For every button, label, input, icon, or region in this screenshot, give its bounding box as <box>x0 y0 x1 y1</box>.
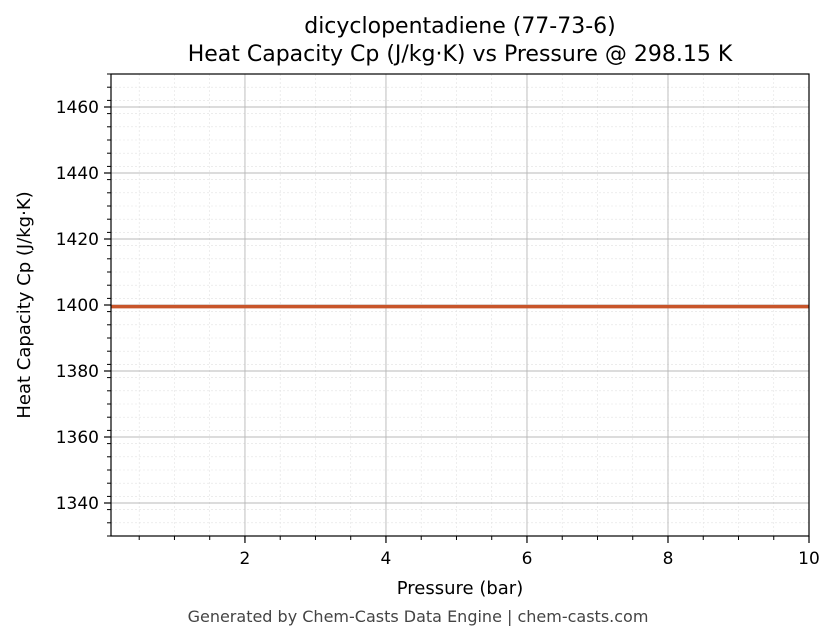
x-tick-label: 10 <box>798 549 820 569</box>
y-tick-label: 1400 <box>56 296 99 316</box>
y-tick-label: 1420 <box>56 230 99 250</box>
x-tick-label: 2 <box>240 549 251 569</box>
y-tick-label: 1360 <box>56 428 99 448</box>
y-tick-label: 1440 <box>56 164 99 184</box>
y-axis-label: Heat Capacity Cp (J/kg·K) <box>14 191 35 418</box>
chart-subtitle: Heat Capacity Cp (J/kg·K) vs Pressure @ … <box>188 42 733 67</box>
x-tick-label: 6 <box>522 549 533 569</box>
x-axis-label: Pressure (bar) <box>397 578 523 599</box>
y-tick-label: 1380 <box>56 362 99 382</box>
y-tick-label: 1460 <box>56 98 99 118</box>
x-tick-labels: 2 4 6 8 10 <box>240 549 820 569</box>
axis-ticks <box>104 73 810 543</box>
y-tick-labels: 1340 1360 1380 1400 1420 1440 1460 <box>56 98 99 514</box>
x-tick-label: 4 <box>381 549 392 569</box>
x-tick-label: 8 <box>663 549 674 569</box>
y-tick-label: 1340 <box>56 494 99 514</box>
footer-credit: Generated by Chem-Casts Data Engine | ch… <box>187 607 649 626</box>
chart-title: dicyclopentadiene (77-73-6) <box>304 14 616 39</box>
